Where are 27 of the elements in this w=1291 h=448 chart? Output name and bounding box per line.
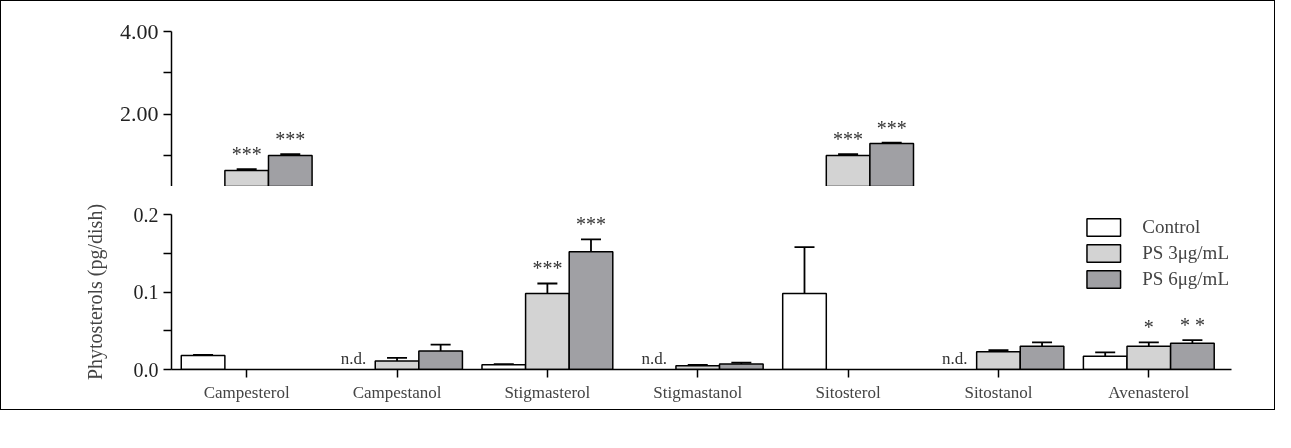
annotation: n.d. (942, 348, 968, 368)
x-tick-label: Sitosterol (815, 382, 881, 402)
annotation: * * (1179, 314, 1205, 337)
annotation: n.d. (340, 348, 367, 368)
x-tick-label: Avenasterol (1108, 382, 1190, 402)
annotation: *** (532, 257, 563, 280)
annotation: *** (231, 143, 262, 166)
annotation: *** (275, 128, 306, 151)
annotation: *** (876, 116, 907, 139)
y-axis-title: Phytosterols (pg/dish) (83, 203, 107, 381)
annotation: * (1143, 316, 1154, 339)
y-tick-label: 0.0 (133, 358, 159, 381)
x-tick-label: Sitostanol (964, 382, 1033, 402)
legend-label: Control (1142, 216, 1201, 238)
annotation: *** (575, 213, 606, 236)
y-tick-label: 4.00 (120, 18, 159, 44)
y-tick-label: 0.2 (133, 203, 159, 226)
x-tick-label: Campestanol (352, 382, 442, 402)
x-tick-label: Stigmasterol (504, 382, 591, 402)
x-tick-label: Campesterol (203, 382, 290, 402)
y-tick-label: 0.1 (133, 281, 159, 303)
legend-label: PS 6μg/mL (1142, 268, 1229, 290)
legend-label: PS 3μg/mL (1142, 242, 1229, 264)
y-tick-label: 2.00 (120, 101, 159, 127)
annotation: n.d. (641, 348, 667, 368)
x-tick-label: Stigmastanol (653, 382, 743, 402)
annotation: *** (833, 128, 864, 151)
